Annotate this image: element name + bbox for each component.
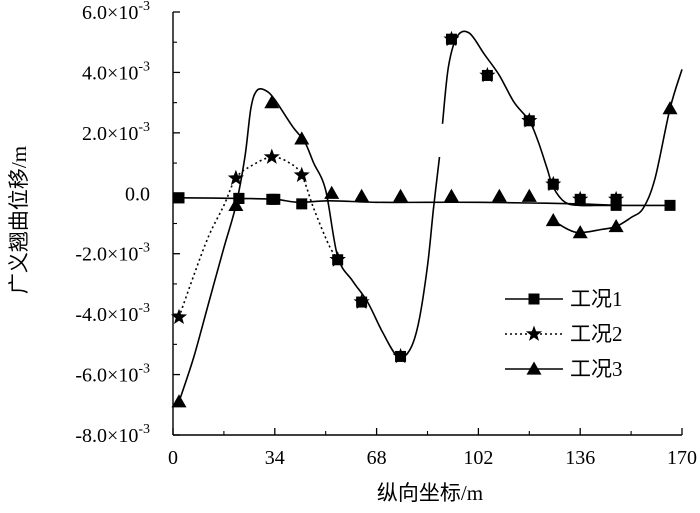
y-tick-label: -2.0×10-3 xyxy=(75,241,150,266)
y-tick-label: -4.0×10-3 xyxy=(75,301,150,326)
y-tick-label: 6.0×10-3 xyxy=(82,0,150,24)
series-marker-1 xyxy=(296,198,308,210)
x-axis-title: 纵向坐标/m xyxy=(377,481,483,505)
marker-layer xyxy=(170,30,678,408)
legend-marker-1 xyxy=(528,293,540,305)
series-marker-2 xyxy=(170,308,188,324)
x-tick-label: 68 xyxy=(367,447,387,469)
legend-marker-3 xyxy=(526,361,542,375)
series-line-3 xyxy=(552,69,683,234)
series-marker-3 xyxy=(608,219,624,233)
series-marker-2 xyxy=(263,148,280,164)
overlay-marker xyxy=(547,178,559,190)
series-marker-3 xyxy=(521,188,537,202)
legend-label-3: 工况3 xyxy=(570,357,623,381)
series-marker-3 xyxy=(294,131,310,145)
legend-label-1: 工况1 xyxy=(570,287,623,311)
y-tick-label: -6.0×10-3 xyxy=(75,362,150,387)
series-marker-3 xyxy=(443,188,459,202)
x-tick-label: 102 xyxy=(463,447,493,469)
series-marker-3 xyxy=(324,185,340,199)
overlay-marker xyxy=(610,199,622,211)
overlay-marker xyxy=(356,296,368,308)
overlay-marker xyxy=(610,193,622,205)
legend-label-2: 工况2 xyxy=(570,322,623,346)
x-tick-label: 0 xyxy=(168,447,178,469)
legend: 工况1 工况2 工况3 xyxy=(505,287,623,381)
overlay-marker xyxy=(523,115,535,127)
series-marker-2 xyxy=(293,166,310,182)
overlay-marker xyxy=(173,192,185,204)
series-layer xyxy=(178,30,683,403)
series-marker-3 xyxy=(572,225,588,239)
y-tick-label: -8.0×10-3 xyxy=(75,422,150,447)
overlay-marker xyxy=(233,192,245,204)
series-marker-1 xyxy=(664,199,676,211)
y-tick-label: 0.0 xyxy=(125,183,150,205)
legend-marker-2 xyxy=(525,325,543,341)
series-marker-3 xyxy=(354,188,370,202)
series-marker-2 xyxy=(227,169,244,186)
overlay-marker xyxy=(445,33,457,45)
series-marker-3 xyxy=(491,188,507,202)
overlay-marker xyxy=(269,193,281,205)
series-line-2 xyxy=(178,156,339,318)
series-marker-3 xyxy=(545,212,561,227)
series-marker-3 xyxy=(662,101,678,115)
overlay-marker xyxy=(332,254,344,266)
overlay-marker xyxy=(481,69,493,81)
series-marker-3 xyxy=(264,95,280,109)
series-marker-3 xyxy=(393,188,409,202)
y-tick-label: 4.0×10-3 xyxy=(82,59,150,84)
x-tick-label: 136 xyxy=(565,447,595,469)
y-axis-title: 广义翘曲位移/m xyxy=(7,146,31,294)
series-marker-3 xyxy=(228,197,244,211)
x-tick-label: 34 xyxy=(265,447,285,469)
y-tick-label: 2.0×10-3 xyxy=(82,120,150,145)
overlay-marker xyxy=(574,193,586,205)
axes: 6.0×10-3 4.0×10-3 2.0×10-3 0.0 -2.0×10-3 -4.0… xyxy=(75,0,697,469)
series-line-1 xyxy=(178,197,671,207)
series-marker-3 xyxy=(171,394,187,408)
overlay-marker xyxy=(395,350,407,362)
x-tick-label: 170 xyxy=(667,447,697,469)
